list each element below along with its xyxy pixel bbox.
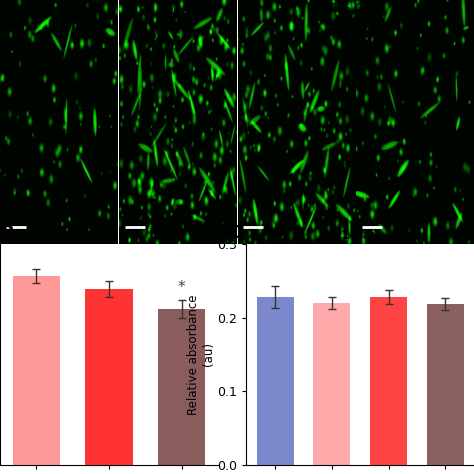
Bar [13,276,60,465]
Text: 1% CNT: 1% CNT [331,2,380,15]
Bar [158,309,205,465]
Bar [85,289,133,465]
Bar [427,304,464,465]
Y-axis label: Relative absorbance
(au): Relative absorbance (au) [187,294,215,415]
Bar [313,303,350,465]
Text: B: B [0,224,14,242]
Text: 0.5% CNT: 0.5% CNT [147,2,209,15]
Bar [370,297,407,465]
Text: *: * [178,280,185,295]
Title: 1 day: 1 day [341,228,379,242]
Text: C: C [228,224,241,242]
Bar [257,297,294,465]
